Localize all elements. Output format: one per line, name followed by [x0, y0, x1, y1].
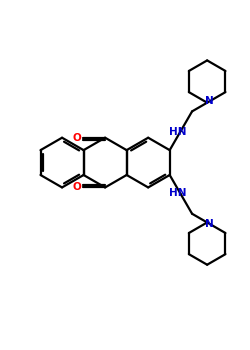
Text: O: O: [72, 133, 81, 143]
Text: HN: HN: [169, 127, 186, 137]
Text: N: N: [204, 219, 213, 229]
Text: HN: HN: [169, 188, 186, 198]
Text: N: N: [204, 96, 213, 106]
Text: O: O: [72, 182, 81, 192]
